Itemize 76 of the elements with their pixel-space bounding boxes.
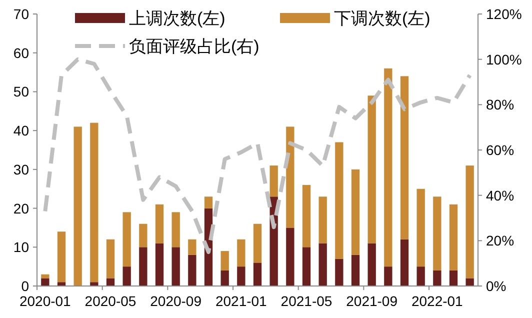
bar: [449, 270, 458, 286]
bar: [335, 258, 344, 286]
y2-tick-label: 0%: [486, 278, 506, 294]
bar: [466, 166, 474, 278]
bar: [188, 254, 196, 286]
bar: [90, 282, 98, 286]
bar: [351, 254, 360, 286]
x-tick-label: 2020-01: [19, 293, 72, 309]
y-tick-label: 10: [13, 239, 30, 256]
x-tick-label: 2021-09: [346, 293, 398, 309]
bar: [41, 278, 50, 286]
bar: [270, 166, 278, 197]
bar: [433, 270, 442, 286]
x-tick-label: 2020-09: [150, 293, 202, 309]
bar: [368, 96, 376, 244]
bar: [400, 76, 409, 240]
bar: [220, 251, 229, 270]
x-tick-label: 2022-01: [411, 293, 464, 309]
bar: [318, 196, 327, 244]
bar: [74, 126, 82, 286]
bar: [122, 212, 131, 267]
bar: [351, 169, 360, 255]
bar: [172, 247, 180, 286]
bar: [253, 262, 262, 286]
bar: [416, 188, 425, 267]
x-tick-label: 2021-01: [215, 293, 268, 309]
bar: [286, 228, 294, 286]
y-tick-label: 70: [13, 6, 30, 22]
bar: [155, 243, 164, 286]
y2-tick-label: 40%: [486, 187, 514, 204]
bar: [400, 239, 409, 286]
bar: [90, 122, 98, 282]
bar: [449, 204, 458, 270]
legend-label: 下调次数(左): [334, 9, 430, 28]
line-series: [43, 57, 472, 254]
y2-tick-label: 60%: [486, 142, 514, 158]
legend-label: 负面评级占比(右): [129, 37, 260, 56]
bar: [106, 239, 115, 278]
bar: [139, 224, 148, 248]
y-tick-label: 50: [13, 84, 30, 100]
x-tick-label: 2021-05: [280, 293, 332, 309]
bar: [41, 274, 50, 278]
bar: [106, 278, 115, 286]
bar: [57, 232, 66, 282]
bar: [253, 224, 262, 263]
y2-tick-label: 120%: [486, 6, 522, 22]
bar: [155, 204, 164, 244]
bar: [433, 196, 442, 270]
y-tick-label: 30: [13, 161, 30, 178]
y2-tick-label: 100%: [486, 51, 522, 68]
bar: [335, 142, 344, 259]
y-tick-label: 60: [13, 44, 30, 61]
y2-tick-label: 80%: [486, 96, 514, 113]
bar: [302, 247, 311, 286]
bar: [237, 239, 246, 267]
bar: [172, 212, 180, 248]
y-tick-label: 40: [13, 122, 30, 139]
bar: [384, 68, 392, 267]
legend-label: 上调次数(左): [129, 9, 226, 28]
bar: [416, 266, 425, 286]
bar: [368, 243, 376, 286]
bar: [237, 266, 246, 286]
y-tick-label: 0: [21, 278, 30, 294]
bar: [188, 239, 196, 255]
bar: [466, 278, 474, 286]
bar: [286, 126, 294, 228]
bar: [122, 266, 131, 286]
x-tick-label: 2020-05: [84, 293, 136, 309]
y2-tick-label: 20%: [486, 232, 514, 249]
bar: [302, 184, 311, 248]
bar: [139, 247, 148, 286]
bar: [318, 243, 327, 286]
bar: [384, 266, 392, 286]
y-tick-label: 20: [13, 200, 30, 216]
bar: [220, 270, 229, 286]
bar: [204, 196, 213, 208]
